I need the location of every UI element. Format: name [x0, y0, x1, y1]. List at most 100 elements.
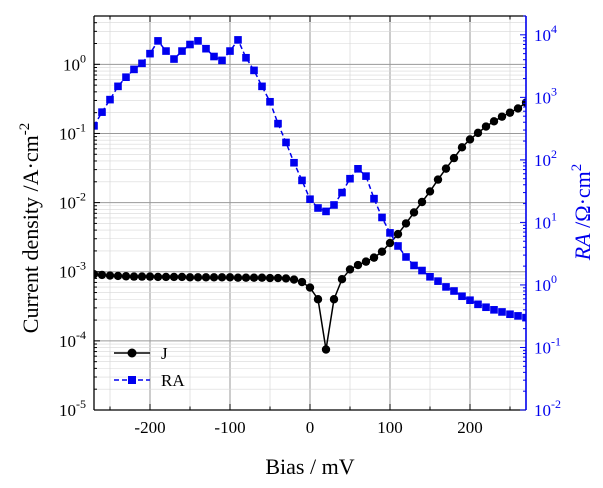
- data-point-ra: [234, 36, 242, 44]
- data-point-j: [177, 272, 187, 282]
- data-point-j: [481, 122, 491, 131]
- data-point-j: [153, 272, 163, 282]
- data-point-ra: [186, 40, 194, 49]
- data-point-ra: [218, 56, 226, 65]
- data-point-ra: [322, 207, 330, 216]
- data-point-j: [505, 108, 515, 117]
- data-point-ra: [202, 44, 210, 53]
- y-right-tick-label: 102: [534, 147, 557, 170]
- data-point-ra: [426, 272, 434, 281]
- data-point-ra: [490, 306, 498, 314]
- data-point-ra: [114, 82, 122, 91]
- data-point-ra: [386, 229, 394, 237]
- data-point-ra: [506, 310, 514, 319]
- y-right-tick-label: 10-1: [534, 334, 561, 357]
- data-point-ra: [170, 55, 178, 63]
- data-point-j: [145, 272, 155, 281]
- data-point-ra: [450, 287, 458, 295]
- data-point-ra: [226, 47, 234, 55]
- data-point-j: [377, 247, 387, 256]
- data-point-j: [385, 238, 395, 248]
- legend: J RA: [114, 344, 185, 390]
- data-point-j: [137, 272, 147, 281]
- data-point-j: [129, 272, 139, 281]
- data-point-j: [265, 273, 275, 283]
- y-left-tick-label: 10-1: [59, 120, 86, 143]
- data-point-ra: [258, 82, 266, 91]
- x-tick-label: -200: [134, 418, 165, 437]
- data-point-j: [217, 273, 227, 282]
- data-point-ra: [394, 242, 402, 250]
- data-point-ra: [154, 37, 162, 45]
- data-point-j: [233, 273, 243, 282]
- data-point-ra: [130, 65, 138, 74]
- data-point-ra: [330, 201, 338, 209]
- data-point-j: [465, 135, 475, 144]
- y-left-tick-label: 10-4: [59, 328, 86, 351]
- data-point-j: [289, 275, 299, 284]
- y-right-tick-label: 101: [534, 209, 557, 232]
- data-point-j: [185, 273, 195, 282]
- y-left-tick-label: 10-3: [59, 259, 86, 282]
- data-point-j: [113, 271, 123, 281]
- data-point-ra: [250, 66, 258, 75]
- y-axis-title-right-main: /Ω·cm: [570, 171, 595, 233]
- data-point-j: [121, 272, 131, 281]
- data-point-j: [161, 272, 171, 282]
- data-point-j: [457, 143, 467, 152]
- y-right-tick-label: 103: [534, 84, 557, 107]
- data-point-ra: [266, 97, 274, 106]
- y-axis-title-left-main: Current density /A·cm: [18, 135, 43, 333]
- data-point-j: [201, 273, 211, 282]
- data-point-j: [97, 270, 107, 280]
- data-point-ra: [474, 300, 482, 309]
- data-point-j: [425, 187, 435, 196]
- x-tick-label: -100: [214, 418, 245, 437]
- data-point-j: [249, 273, 259, 282]
- grid-layer: [94, 16, 526, 410]
- data-point-ra: [410, 261, 418, 270]
- data-point-j: [401, 219, 411, 228]
- data-point-ra: [274, 119, 282, 128]
- data-point-ra: [338, 188, 346, 197]
- data-point-j: [513, 104, 523, 113]
- data-point-ra: [178, 47, 186, 55]
- data-point-j: [353, 260, 363, 270]
- data-point-ra: [378, 213, 386, 222]
- y-left-tick-label: 10-2: [59, 190, 86, 213]
- data-point-ra: [354, 165, 362, 173]
- x-axis-title: Bias / mV: [265, 454, 354, 479]
- data-point-ra: [418, 266, 426, 275]
- data-point-j: [305, 283, 315, 292]
- y-axis-title-left: Current density /A·cm-2: [17, 123, 43, 333]
- data-point-j: [193, 273, 203, 282]
- data-point-ra: [290, 158, 298, 167]
- data-point-ra: [498, 308, 506, 316]
- y-left-tick-label: 10-5: [59, 397, 86, 420]
- data-point-j: [489, 117, 499, 126]
- data-point-j: [497, 112, 507, 121]
- data-point-ra: [362, 172, 370, 180]
- y-right-tick-label: 10-2: [534, 397, 561, 420]
- data-point-j: [329, 295, 339, 304]
- data-point-j: [241, 273, 251, 282]
- data-point-j: [225, 273, 235, 282]
- data-point-j: [169, 272, 179, 282]
- data-point-ra: [162, 47, 170, 55]
- legend-label-j: J: [161, 344, 168, 363]
- data-point-ra: [138, 59, 146, 68]
- data-point-ra: [458, 292, 466, 301]
- data-point-j: [393, 229, 403, 239]
- x-tick-label: 100: [377, 418, 403, 437]
- data-point-j: [433, 175, 443, 184]
- y-left-tick-label: 100: [63, 51, 86, 74]
- data-point-ra: [442, 283, 450, 291]
- data-point-ra: [106, 95, 114, 104]
- data-point-ra: [194, 37, 202, 45]
- data-point-j: [257, 273, 267, 282]
- data-point-j: [337, 274, 347, 284]
- data-point-ra: [514, 312, 522, 320]
- data-point-ra: [370, 194, 378, 203]
- data-point-j: [409, 208, 419, 217]
